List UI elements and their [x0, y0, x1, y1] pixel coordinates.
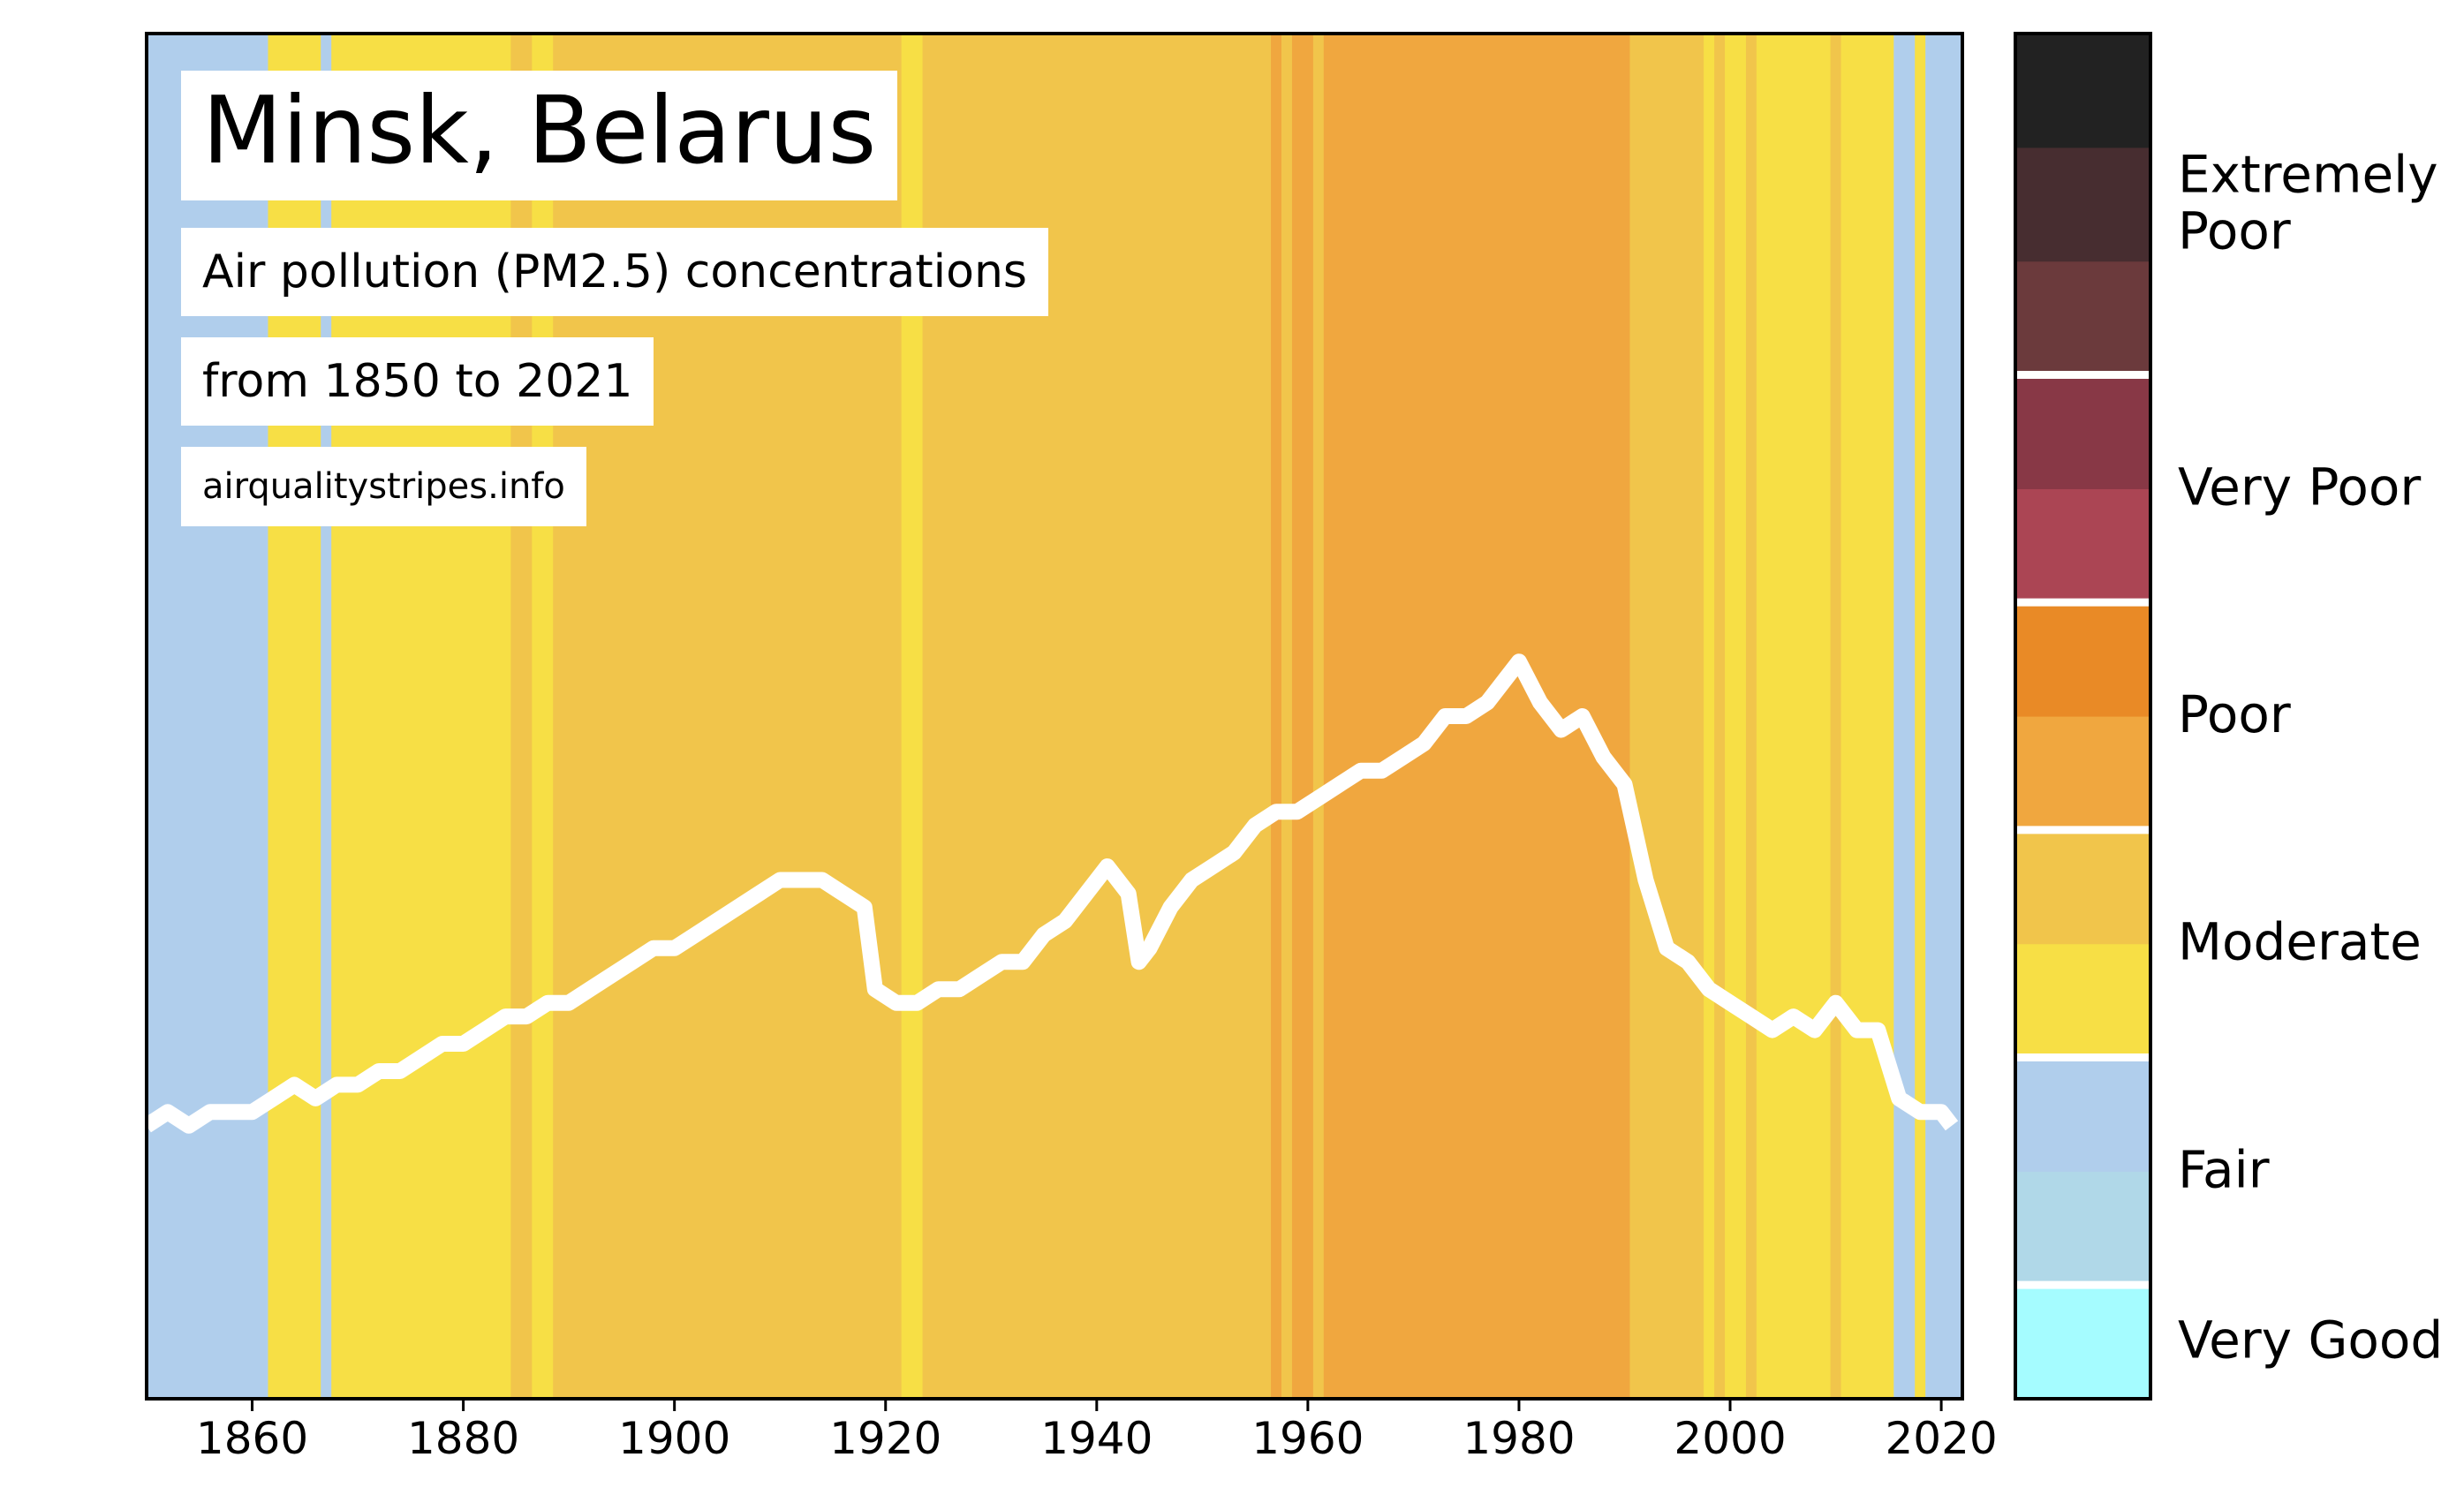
colorbar-label-1: Fair: [2178, 1139, 2270, 1199]
colorbar-band-5: [2015, 716, 2150, 831]
colorbar-label-2: Moderate: [2178, 912, 2422, 972]
stripe-22: [1893, 34, 1916, 1399]
colorbar: [2015, 34, 2150, 1400]
x-tick-label-1860: 1860: [196, 1413, 308, 1464]
x-tick-label-2020: 2020: [1885, 1413, 1997, 1464]
stripe-12: [1312, 34, 1325, 1399]
colorbar-labels: Very Good Fair Moderate Poor Very Poor Extrem…: [2178, 144, 2443, 1370]
x-tick-label-1980: 1980: [1463, 1413, 1575, 1464]
x-tick-label-1900: 1900: [618, 1413, 730, 1464]
x-tick-label-1960: 1960: [1251, 1413, 1364, 1464]
colorbar-band-7: [2015, 488, 2150, 603]
x-tick-label-2000: 2000: [1674, 1413, 1786, 1464]
stripe-9: [1271, 34, 1282, 1399]
colorbar-band-0: [2015, 1285, 2150, 1400]
stripe-18: [1745, 34, 1757, 1399]
chart-title: Minsk, Belarus: [181, 71, 898, 200]
colorbar-band-2: [2015, 1057, 2150, 1172]
stripe-19: [1756, 34, 1832, 1399]
stripe-20: [1830, 34, 1842, 1399]
colorbar-frame: [2014, 32, 2152, 1401]
colorbar-label-0: Very Good: [2178, 1310, 2443, 1370]
stripe-17: [1725, 34, 1747, 1399]
pollution-line: [142, 653, 1959, 1134]
stripe-16: [1714, 34, 1726, 1399]
colorbar-band-10: [2015, 147, 2150, 262]
stripe-14: [1629, 34, 1704, 1399]
colorbar-band-3: [2015, 943, 2150, 1059]
colorbar-band-9: [2015, 260, 2150, 376]
stripe-15: [1704, 34, 1715, 1399]
colorbar-band-6: [2015, 602, 2150, 717]
colorbar-band-11: [2015, 34, 2150, 148]
colorbar-label-3: Poor: [2178, 684, 2291, 744]
colorbar-label-5: Extremely Poor: [2178, 144, 2438, 260]
x-axis: 1860 1880 1900 1920 1940 1960 1980 2000 2020: [196, 1399, 1998, 1464]
stripe-23: [1915, 34, 1926, 1399]
colorbar-band-8: [2015, 374, 2150, 489]
stripe-24: [1925, 34, 1963, 1399]
chart-subtitle: Air pollution (PM2.5) concentrations: [181, 228, 1048, 316]
plot-frame: [145, 32, 1964, 1401]
source-label: airqualitystripes.info: [181, 447, 586, 526]
colorbar-label-4: Very Poor: [2178, 457, 2421, 517]
stripe-10: [1281, 34, 1293, 1399]
line-layer: [142, 653, 1959, 1134]
x-tick-label-1920: 1920: [829, 1413, 941, 1464]
colorbar-band-4: [2015, 829, 2150, 945]
stripe-21: [1840, 34, 1894, 1399]
colorbar-band-1: [2015, 1171, 2150, 1286]
date-range: from 1850 to 2021: [181, 337, 654, 426]
stripe-11: [1291, 34, 1314, 1399]
x-tick-label-1880: 1880: [407, 1413, 519, 1464]
x-tick-label-1940: 1940: [1040, 1413, 1153, 1464]
